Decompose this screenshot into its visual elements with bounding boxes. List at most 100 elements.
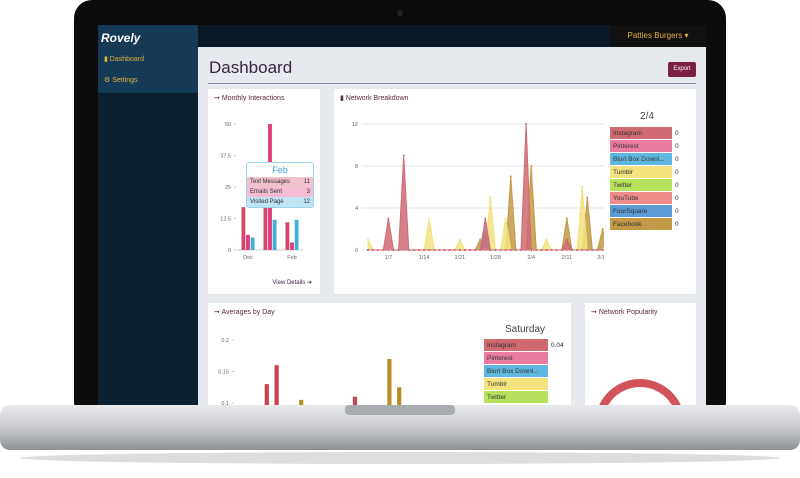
point [535,249,538,251]
bar [263,174,268,250]
y-tick-label: 0.2 [221,338,229,344]
point [581,249,584,251]
panel: ➞ Monthly Interactions View Details ➜ 0 1… [208,89,320,294]
y-tick-label: 37.5 [220,154,231,160]
point [509,175,512,178]
export-button[interactable]: Export [668,62,696,77]
point [367,238,369,241]
bar [272,219,277,250]
bar [285,222,290,250]
point [474,249,477,251]
bar [246,234,250,250]
sidebar-top [98,25,198,93]
point [499,249,502,251]
tooltip-value: 3 [306,189,310,195]
point [591,249,594,251]
legend-value [548,377,567,391]
legend-name: FourSquare [610,204,672,218]
tooltip-value: 11 [303,179,310,185]
point [565,217,568,220]
legend-name: Facebook [610,217,672,231]
point [586,196,589,199]
panel-title-text: Network Breakdown [345,95,409,102]
point [504,249,507,251]
point [560,249,563,251]
tooltip-label: Text Messages [250,179,291,185]
legend-name: Twitter [610,178,672,192]
point [484,217,487,220]
bar [241,207,246,250]
nav-label: Settings [112,77,138,84]
title-rule [208,83,696,84]
legend-name: Instagram [610,127,672,140]
point [402,249,405,251]
legend-value: 0 [672,191,682,205]
bar [387,358,392,405]
point [494,249,497,251]
point [377,249,380,251]
y-tick-label: 0 [228,248,231,254]
legend-row: Instagram 0 [610,127,682,140]
page-title: Dashboard [209,58,293,77]
point [412,249,415,251]
tooltip-value: 12 [303,199,310,205]
point [581,186,584,188]
point [565,249,568,251]
point [458,238,461,241]
slice [599,379,681,405]
point [550,249,553,251]
legend-row: Twitter [484,390,567,404]
nav-item[interactable]: ⚙ Settings [104,77,138,84]
link-text: View Details [272,280,306,286]
panel-title-text: Network Popularity [598,309,658,316]
point [402,154,405,157]
legend-row: Tumblr 0 [610,165,682,179]
point [555,249,558,251]
legend-name: Twitter [484,390,548,404]
legend-name: Pinterest [610,139,672,153]
legend-value [548,364,567,378]
point [469,249,471,251]
point [382,249,385,251]
panel-title: ▮ Network Breakdown [340,95,409,102]
point [443,249,446,251]
legend-value: 0 [672,152,682,166]
point [601,228,604,230]
tooltip-title: Feb [272,165,288,175]
point [484,228,487,230]
point [453,249,456,251]
point [387,249,390,251]
legend-value: 0 [672,165,682,179]
point [438,249,441,251]
point [372,249,375,251]
legend-name: YouTube [610,191,672,205]
legend-value [548,351,567,365]
point [433,249,436,251]
x-tick-label: 2/18 [597,255,604,261]
legend-value: 0 [672,178,682,192]
bar [290,242,294,250]
legend-row: Pinterest 0 [610,139,682,153]
legend-name: Tumblr [610,165,672,179]
point [397,249,400,251]
y-tick-label: 0.1 [221,401,229,405]
y-tick-label: 4 [355,206,358,212]
legend-name: Instagram [484,339,548,352]
legend-name: Blurt Box Downl... [484,364,548,378]
point [525,123,528,125]
account-menu[interactable]: Patties Burgers ▾ [610,25,706,47]
legend-row: Facebook 0 [610,217,682,231]
legend-row: Blurt Box Downl... 0 [610,152,682,166]
legend-row: Pinterest [484,351,567,365]
x-tick-label: 1/21 [454,255,465,261]
chart: 0 4 8 12 1/7 1/14 1/21 1/28 2/4 2/11 2/18 [352,122,604,261]
point [601,249,604,251]
bar [264,384,269,405]
bar [299,399,304,405]
view-details[interactable]: View Details ➜ [272,280,312,286]
point [418,249,420,251]
tooltip-row: Emails Sent 3 [247,187,313,197]
nav-item[interactable]: ▮ Dashboard [104,56,145,63]
point [571,249,573,251]
x-tick-label: 2/4 [527,255,535,261]
